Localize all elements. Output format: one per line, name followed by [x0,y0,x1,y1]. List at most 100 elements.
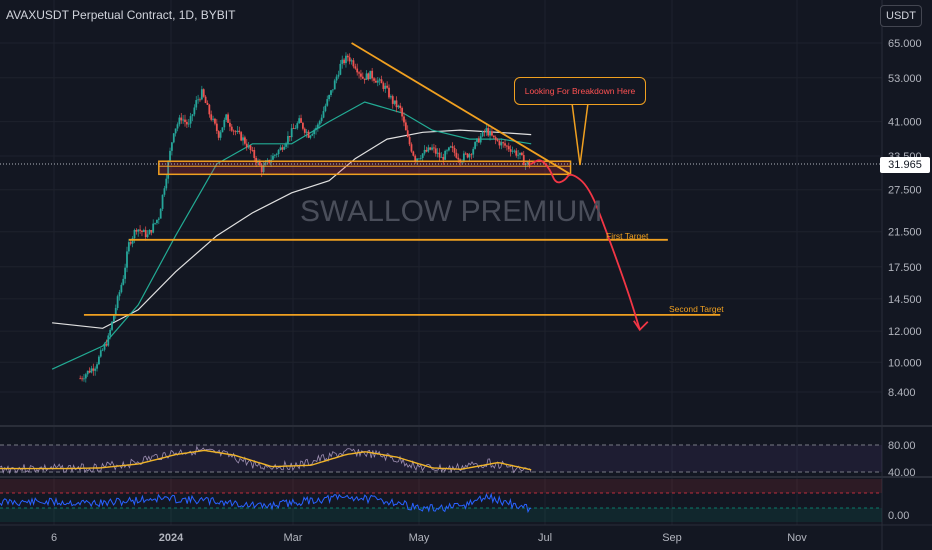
candle-body [474,142,476,149]
candle-body [133,230,136,239]
candle-body [98,356,100,365]
candle-body [429,147,432,150]
candle-body [382,83,385,89]
candle-body [174,128,177,134]
candle-body [322,111,325,118]
candle-body [141,230,143,232]
candle-body [305,131,308,133]
candle-body [277,150,280,155]
rsi-ma-line [0,449,532,471]
candle-body [197,99,200,101]
candle-body [92,368,95,371]
candle-body [356,68,359,73]
candle-body [418,158,420,160]
candle-body [150,229,153,233]
projection-arrowhead [633,320,649,332]
candle-body [249,145,252,150]
candle-body [163,188,166,195]
candle-body [313,129,316,135]
candle-body [208,104,211,115]
candle-body [479,136,482,143]
candle-body [511,150,514,152]
candle-body [288,136,291,138]
candle-body [114,308,117,316]
candle-body [371,70,374,79]
candle-body [86,370,89,375]
candle-body [446,150,448,152]
candle-body [496,139,499,141]
candle-body [331,89,334,91]
candle-body [444,150,447,160]
candle-body [94,368,97,371]
price-tick-label: 10.000 [888,357,922,369]
candle-body [315,127,317,130]
support-zone [158,160,572,176]
candle-body [472,148,475,155]
candle-body [311,134,314,136]
candle-body [346,55,349,58]
candle-body [485,128,488,133]
candle-body [500,142,503,146]
candle-body [307,131,310,138]
candle-body [298,118,301,124]
candle-body [135,230,138,232]
candle-body [408,136,411,145]
oscillator-line [0,492,532,514]
candle-body [234,131,237,133]
candle-body [302,122,304,129]
candle-body [506,145,508,147]
time-tick-label: 2024 [159,532,184,544]
candle-body [440,157,443,158]
candle-body [363,78,366,80]
ma-slow-line [52,129,532,329]
candle-body [215,123,218,131]
candle-body [287,136,289,144]
descending-trendline [351,42,572,176]
candle-body [247,145,250,148]
candle-body [90,368,93,373]
candle-body [161,194,164,209]
candle-body [522,155,525,166]
candle-body [519,152,521,155]
current-price-tag: 31.965 [880,157,930,173]
time-tick-label: May [409,532,430,544]
candle-body [309,135,312,138]
currency-button[interactable]: USDT [880,5,922,27]
candle-body [453,147,456,153]
candle-body [483,131,486,133]
candle-body [477,138,480,143]
candle-body [137,229,140,232]
candle-body [159,208,162,219]
candle-body [391,96,394,104]
candle-body [404,122,407,131]
candle-body [260,165,263,173]
candle-body [515,150,518,156]
candle-body [451,146,454,148]
candle-body [232,130,235,132]
candle-body [189,116,192,124]
candle-body [240,132,243,141]
candle-body [328,94,331,100]
candle-body [389,96,392,98]
candle-body [504,143,506,146]
candle-body [388,87,390,98]
candle-body [320,117,323,122]
candle-body [212,118,214,120]
candle-body [131,238,134,244]
candle-body [494,137,497,140]
candle-body [502,142,505,144]
candle-body [401,107,404,117]
candle-body [83,378,85,380]
candle-body [178,117,181,125]
candle-body [421,153,424,158]
candle-body [457,157,460,160]
candle-body [146,234,149,238]
candle-body [96,364,98,369]
candle-body [526,161,529,165]
candle-body [236,130,239,132]
candle-body [414,155,417,162]
candle-body [517,154,520,156]
candle-body [221,127,224,133]
candle-body [264,162,267,166]
